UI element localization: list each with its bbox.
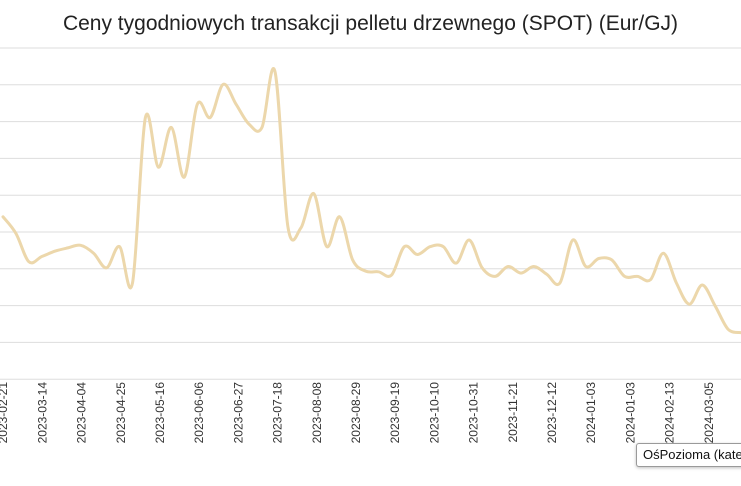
data-point: [480, 266, 484, 270]
data-point: [636, 274, 640, 278]
x-tick-label: 2023-10-10: [427, 382, 441, 444]
data-point: [713, 304, 717, 308]
data-point: [584, 265, 588, 269]
data-point: [40, 255, 44, 259]
data-point: [143, 116, 147, 120]
data-point: [182, 175, 186, 179]
data-point: [208, 116, 212, 120]
data-point: [571, 238, 575, 242]
data-point: [286, 225, 290, 229]
data-point: [325, 245, 329, 249]
series-line: [1, 67, 741, 335]
data-point: [131, 281, 135, 285]
data-point: [623, 274, 627, 278]
data-point: [558, 281, 562, 285]
x-tick-label: 2024-03-05: [702, 382, 716, 444]
data-point: [169, 125, 173, 129]
data-point: [661, 251, 665, 255]
x-tick-label: 2023-07-18: [271, 382, 285, 444]
x-axis-tick-labels: 2023-02-21 2023-03-14 2023-04-04 2023-04-25…: [0, 382, 741, 444]
data-point: [519, 271, 523, 275]
data-point: [27, 260, 31, 264]
x-tick-label: 2023-08-08: [310, 382, 324, 444]
data-point: [364, 269, 368, 273]
x-tick-label: 2023-10-31: [467, 382, 481, 444]
data-point: [454, 261, 458, 265]
data-point: [234, 102, 238, 106]
data-point: [726, 327, 730, 331]
data-point: [221, 82, 225, 86]
gridlines: [0, 47, 741, 380]
data-point: [156, 165, 160, 169]
data-point: [674, 281, 678, 285]
x-tick-label: 2023-04-25: [114, 382, 128, 444]
x-tick-label: 2023-09-19: [388, 382, 402, 444]
data-point: [415, 253, 419, 257]
data-point: [66, 246, 70, 250]
x-tick-label: 2024-02-13: [663, 382, 677, 444]
data-point: [14, 231, 18, 235]
data-point: [610, 258, 614, 262]
data-point: [545, 272, 549, 276]
data-point: [1, 215, 5, 219]
x-tick-label: 2023-03-14: [35, 382, 49, 444]
x-tick-label: 2023-11-21: [506, 382, 520, 443]
data-point: [428, 245, 432, 249]
x-tick-label: 2023-12-12: [545, 382, 559, 444]
data-point: [649, 278, 653, 282]
data-point: [377, 270, 381, 274]
x-tick-label: 2023-05-16: [153, 382, 167, 444]
data-point: [118, 245, 122, 249]
data-point: [195, 102, 199, 106]
data-point: [273, 69, 277, 73]
data-point: [597, 257, 601, 261]
x-tick-label: 2023-06-06: [192, 382, 206, 444]
data-point: [247, 122, 251, 126]
data-point: [92, 251, 96, 255]
data-point: [441, 245, 445, 249]
chart-title: Ceny tygodniowych transakcji pelletu drz…: [62, 12, 679, 35]
x-tick-label: 2023-08-29: [349, 382, 363, 444]
data-point: [312, 192, 316, 196]
data-point: [105, 266, 109, 270]
x-tick-label: 2023-06-27: [231, 382, 245, 444]
data-point: [390, 273, 394, 277]
data-point: [79, 243, 83, 247]
data-point: [338, 215, 342, 219]
data-point: [53, 249, 57, 253]
data-point: [506, 265, 510, 269]
data-point: [467, 238, 471, 242]
data-point: [700, 283, 704, 287]
series-layer: [1, 67, 741, 335]
data-point: [299, 226, 303, 230]
data-point: [351, 258, 355, 262]
axis-tooltip: OśPozioma (kategoria): [636, 443, 741, 467]
x-tick-label: 2024-01-03: [623, 382, 637, 444]
data-point: [402, 245, 406, 249]
data-point: [260, 125, 264, 129]
data-point: [493, 274, 497, 278]
data-point: [687, 302, 691, 306]
data-point: [532, 265, 536, 269]
x-tick-label: 2024-01-03: [584, 382, 598, 444]
x-tick-label: 2023-02-21: [0, 382, 10, 444]
x-tick-label: 2023-04-04: [75, 382, 89, 444]
